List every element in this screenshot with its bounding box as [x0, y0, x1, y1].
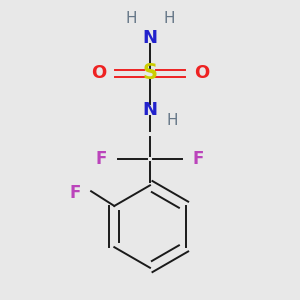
- Text: S: S: [142, 63, 158, 83]
- Text: O: O: [194, 64, 209, 82]
- Text: H: H: [164, 11, 175, 26]
- Text: N: N: [142, 29, 158, 47]
- Text: F: F: [96, 150, 107, 168]
- Text: H: H: [125, 11, 136, 26]
- Text: H: H: [166, 113, 178, 128]
- Text: O: O: [91, 64, 106, 82]
- Text: F: F: [69, 184, 81, 202]
- Text: F: F: [193, 150, 204, 168]
- Text: N: N: [142, 101, 158, 119]
